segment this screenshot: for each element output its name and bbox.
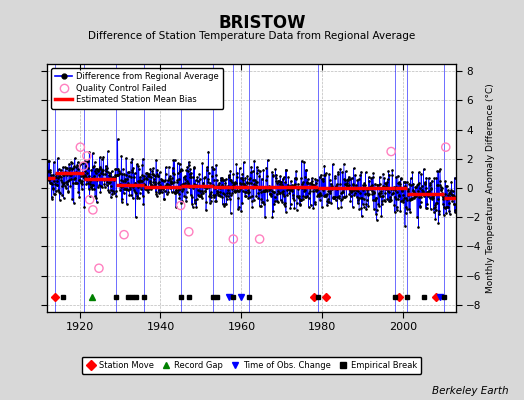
- Legend: Difference from Regional Average, Quality Control Failed, Estimated Station Mean: Difference from Regional Average, Qualit…: [51, 68, 223, 108]
- Text: BRISTOW: BRISTOW: [219, 14, 305, 32]
- Point: [177, 202, 185, 209]
- Legend: Station Move, Record Gap, Time of Obs. Change, Empirical Break: Station Move, Record Gap, Time of Obs. C…: [82, 356, 421, 374]
- Title: Difference of Station Temperature Data from Regional Average: Difference of Station Temperature Data f…: [88, 31, 415, 41]
- Point: [85, 196, 94, 203]
- Point: [184, 228, 193, 235]
- Point: [442, 144, 450, 150]
- Point: [255, 236, 264, 242]
- Point: [83, 153, 91, 159]
- Point: [120, 232, 128, 238]
- Point: [229, 236, 237, 242]
- Y-axis label: Monthly Temperature Anomaly Difference (°C): Monthly Temperature Anomaly Difference (…: [486, 83, 495, 293]
- Point: [76, 144, 84, 150]
- Point: [80, 163, 88, 169]
- Point: [387, 148, 395, 155]
- Point: [95, 265, 103, 272]
- Point: [89, 207, 97, 213]
- Text: Berkeley Earth: Berkeley Earth: [432, 386, 508, 396]
